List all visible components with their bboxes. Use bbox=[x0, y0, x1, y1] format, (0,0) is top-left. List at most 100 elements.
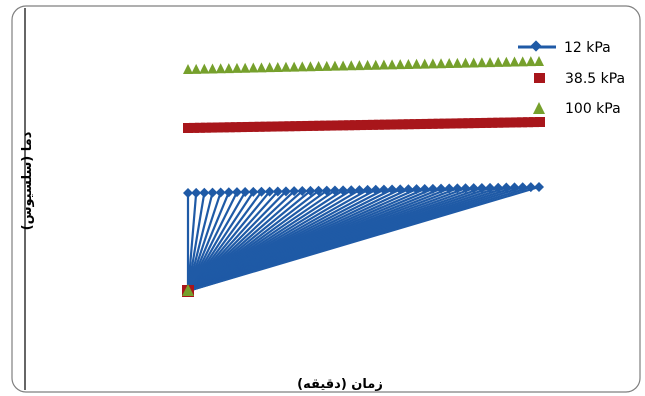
series-100-point bbox=[427, 58, 438, 69]
series-100-point bbox=[264, 62, 275, 73]
legend-swatch-triangle-100 bbox=[533, 102, 545, 114]
series-12-point bbox=[338, 185, 349, 196]
series-12-point bbox=[215, 187, 226, 198]
series-38-5-point bbox=[499, 117, 510, 128]
series-38-5-point bbox=[367, 119, 378, 130]
series-12-point bbox=[378, 184, 389, 195]
series-38-5-point bbox=[260, 121, 271, 132]
series-100-point bbox=[240, 62, 251, 73]
series-100-point bbox=[223, 63, 234, 74]
series-100-point bbox=[460, 57, 471, 68]
series-100-point bbox=[476, 57, 487, 68]
series-12-point bbox=[436, 183, 447, 194]
series-38-5-point bbox=[505, 117, 516, 128]
plot-area bbox=[182, 56, 545, 297]
series-100-point bbox=[199, 63, 210, 74]
series-100-point bbox=[403, 58, 414, 69]
series-100-point bbox=[183, 64, 193, 74]
series-100-point bbox=[354, 60, 365, 71]
series-100-point bbox=[444, 58, 455, 69]
series-100-point bbox=[207, 63, 218, 74]
series-100-point bbox=[452, 57, 463, 68]
series-100-point bbox=[501, 56, 512, 67]
series-38-5-point bbox=[439, 118, 450, 129]
series-38-5-point bbox=[463, 118, 474, 129]
series-38-5-point bbox=[218, 122, 229, 133]
series-38-5-point bbox=[350, 120, 361, 131]
series-38-5-point bbox=[194, 122, 205, 133]
series-12-point bbox=[452, 183, 463, 194]
series-12-point bbox=[297, 186, 308, 197]
series-12-point bbox=[395, 184, 406, 195]
series-100-point bbox=[256, 62, 267, 73]
series-100-point bbox=[378, 59, 389, 70]
legend-item-38-5: 38.5 kPa bbox=[534, 71, 625, 87]
series-12-point bbox=[264, 186, 275, 197]
series-38-5-point bbox=[523, 117, 534, 128]
series-12-point bbox=[411, 184, 422, 195]
series-100-point bbox=[297, 61, 308, 72]
series-100-point bbox=[509, 56, 520, 67]
series-38-5-point bbox=[326, 120, 337, 131]
series-12-point bbox=[419, 183, 430, 194]
series-12-line bbox=[186, 192, 214, 292]
series-38-5-point bbox=[379, 119, 390, 130]
legend-swatch-diamond-12 bbox=[530, 40, 542, 52]
series-38-5-point bbox=[451, 118, 462, 129]
series-12-point bbox=[280, 186, 291, 197]
series-12-point bbox=[207, 187, 218, 198]
series-12-point bbox=[272, 186, 283, 197]
series-100-point bbox=[182, 284, 194, 296]
series-38-5-point bbox=[481, 117, 492, 128]
series-38-5-point bbox=[511, 117, 522, 128]
series-100-point bbox=[493, 56, 504, 67]
series-100-point bbox=[191, 63, 202, 74]
series-38-5-point bbox=[391, 119, 402, 130]
series-12-point bbox=[354, 185, 365, 196]
series-38-5-point bbox=[344, 120, 355, 131]
series-38-5-point bbox=[445, 118, 456, 129]
legend-label-12: 12 kPa bbox=[564, 40, 611, 56]
series-38-5-point bbox=[535, 117, 545, 127]
series-38-5-point bbox=[469, 118, 480, 129]
series-100-point bbox=[362, 59, 373, 70]
series-100-point bbox=[231, 62, 242, 73]
series-100-point bbox=[313, 61, 324, 72]
series-100-point bbox=[534, 56, 544, 66]
series-100-point bbox=[436, 58, 447, 69]
series-12-point bbox=[501, 182, 512, 193]
series-12-point bbox=[476, 182, 487, 193]
series-38-5-point bbox=[278, 121, 289, 132]
series-100-point bbox=[321, 60, 332, 71]
series-12-point bbox=[534, 182, 544, 192]
series-12-point bbox=[256, 186, 267, 197]
series-38-5-point bbox=[385, 119, 396, 130]
series-12-point bbox=[485, 182, 496, 193]
series-38-5-point bbox=[373, 119, 384, 130]
series-100-point bbox=[346, 60, 357, 71]
series-100-point bbox=[387, 59, 398, 70]
series-38-5-point bbox=[433, 118, 444, 129]
series-100-point bbox=[329, 60, 340, 71]
series-12-line bbox=[186, 192, 222, 292]
series-100-point bbox=[485, 57, 496, 68]
legend: 12 kPa 38.5 kPa 100 kPa bbox=[518, 40, 625, 117]
series-38-5-point bbox=[403, 119, 414, 130]
series-12-point bbox=[427, 183, 438, 194]
series-12-point bbox=[509, 182, 520, 193]
y-axis-title: دما (سلسیوس) bbox=[20, 131, 35, 230]
series-38-5-point bbox=[361, 119, 372, 130]
series-38-5-point bbox=[415, 119, 426, 130]
series-12-point bbox=[305, 185, 316, 196]
series-12-point bbox=[321, 185, 332, 196]
series-100-point bbox=[272, 61, 283, 72]
series-100-point bbox=[305, 61, 316, 72]
series-12-point bbox=[183, 188, 193, 198]
legend-label-100: 100 kPa bbox=[565, 101, 621, 117]
series-38-5-point bbox=[230, 122, 241, 133]
series-12-point bbox=[525, 182, 536, 193]
series-38-5-point bbox=[397, 119, 408, 130]
series-100-point bbox=[517, 56, 528, 67]
